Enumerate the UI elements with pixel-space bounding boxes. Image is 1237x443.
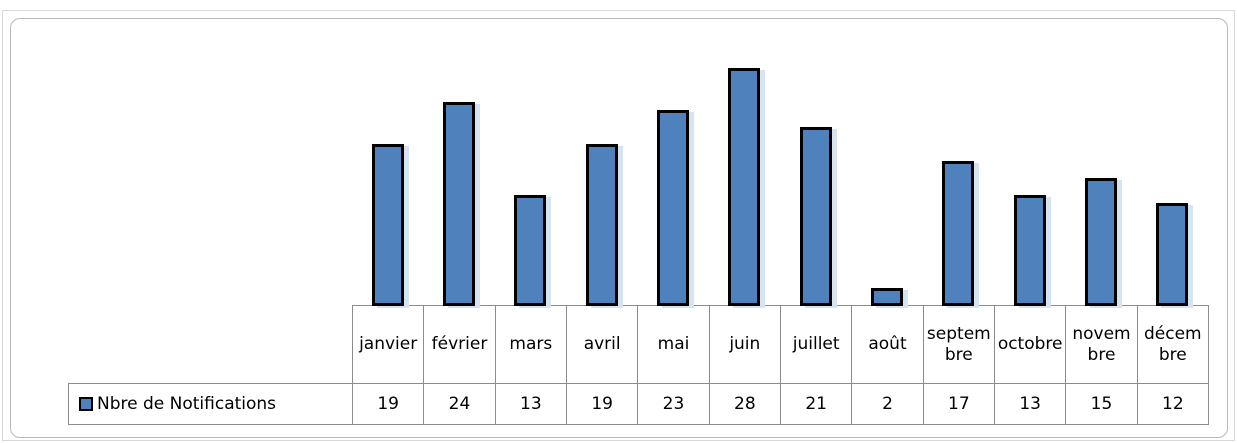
bar [1085,178,1117,306]
category-cell: octobre [994,305,1067,384]
category-cell: janvier [352,305,425,384]
bar [585,144,618,306]
value-cell: 28 [708,383,781,425]
bar [1156,203,1189,306]
legend-cell: Nbre de Notifications [68,383,353,425]
category-cell: décembre [1136,305,1209,384]
value-cell: 13 [494,383,567,425]
category-cell: février [423,305,496,384]
category-cell: mai [637,305,710,384]
category-cell: avril [566,305,639,384]
window-border [2,10,1235,441]
value-cell: 2 [851,383,924,425]
legend-label: Nbre de Notifications [97,393,277,414]
value-cell: 12 [1136,383,1209,425]
category-cell: juin [708,305,781,384]
bar [371,144,404,306]
value-cell: 19 [352,383,425,425]
value-cell: 15 [1065,383,1138,425]
value-cell: 21 [780,383,853,425]
legend-key [79,397,93,411]
bar [443,101,475,306]
bar [799,127,832,306]
category-cell: novembre [1065,305,1138,384]
value-cell: 13 [994,383,1067,425]
category-cell: juillet [780,305,853,384]
bar [1013,194,1046,306]
bar [871,288,903,306]
category-cell: mars [494,305,567,384]
category-cell: août [851,305,924,384]
value-cell: 17 [922,383,995,425]
bar [728,68,761,306]
bar [514,194,547,306]
value-cell: 24 [423,383,496,425]
bar [942,161,975,306]
value-cell: 23 [637,383,710,425]
bar [657,110,689,306]
value-cell: 19 [566,383,639,425]
category-cell: septembre [922,305,995,384]
